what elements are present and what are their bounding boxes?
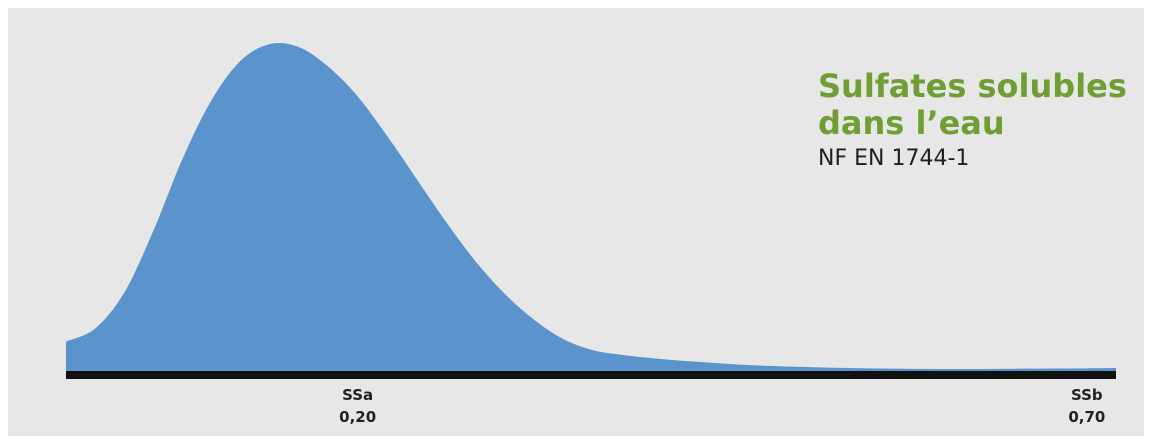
tick-label-ssb: SSb: [1071, 386, 1103, 404]
distribution-area: [66, 43, 1116, 372]
chart-title-line-1: Sulfates solubles: [818, 67, 1127, 105]
chart-panel: SSa 0,20 SSb 0,70 Sulfates solubles dans l’…: [8, 8, 1144, 436]
distribution-chart: SSa 0,20 SSb 0,70: [66, 43, 1116, 426]
tick-value-ssa: 0,20: [339, 408, 376, 426]
tick-value-ssb: 0,70: [1068, 408, 1105, 426]
tick-label-ssa: SSa: [342, 386, 373, 404]
x-axis-bar: [66, 371, 1116, 379]
chart-title-block: Sulfates solubles dans l’eau NF EN 1744-…: [818, 68, 1127, 174]
tick-labels: SSa 0,20 SSb 0,70: [339, 386, 1105, 426]
chart-title-line-2: dans l’eau: [818, 104, 1005, 142]
chart-subtitle: NF EN 1744-1: [818, 146, 970, 171]
